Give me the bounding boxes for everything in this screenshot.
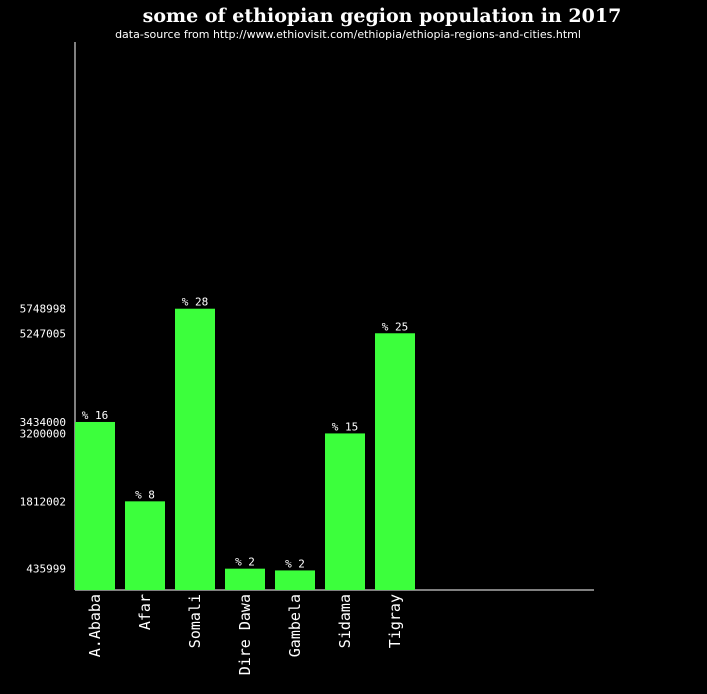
x-tick-label: Tigray — [386, 594, 404, 648]
x-tick-labels: A.Ababa Afar Somali Dire Dawa Gambela Sidama T… — [86, 594, 404, 675]
bar-gambela — [275, 570, 315, 590]
x-tick-label: A.Ababa — [86, 594, 104, 657]
bar-sidama — [325, 433, 365, 590]
y-tick-label: 3434000 — [20, 416, 66, 429]
y-tick-label: 5247005 — [20, 327, 66, 340]
bar-somali — [175, 308, 215, 590]
x-tick-label: Sidama — [336, 594, 354, 648]
chart-subtitle: data-source from http://www.ethiovisit.c… — [115, 28, 581, 41]
bars-group: % 16 % 8 % 28 % 2 % 2 % 15 % 25 — [75, 296, 415, 590]
y-tick-label: 435999 — [26, 563, 66, 576]
chart-title: some of ethiopian gegion population in 2… — [143, 5, 622, 27]
bar-percent-label: % 2 — [285, 557, 305, 570]
y-tick-label: 5748998 — [20, 303, 66, 316]
bar-tigray — [375, 333, 415, 590]
x-tick-label: Somali — [186, 594, 204, 648]
bar-percent-label: % 28 — [182, 296, 209, 309]
bar-a-ababa — [75, 421, 115, 590]
bar-percent-label: % 15 — [332, 420, 359, 433]
x-tick-label: Dire Dawa — [236, 594, 254, 675]
bar-percent-label: % 16 — [82, 409, 109, 422]
bar-percent-label: % 8 — [135, 488, 155, 501]
bar-afar — [125, 501, 165, 590]
bar-percent-label: % 25 — [382, 320, 409, 333]
bar-percent-label: % 2 — [235, 556, 255, 569]
x-tick-label: Gambela — [286, 594, 304, 657]
y-tick-label: 3200000 — [20, 427, 66, 440]
x-tick-label: Afar — [136, 594, 154, 630]
y-tick-label: 1812002 — [20, 495, 66, 508]
bar-dire-dawa — [225, 568, 265, 590]
